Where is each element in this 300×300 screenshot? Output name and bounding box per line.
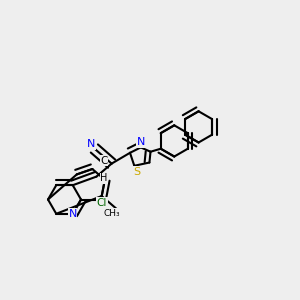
- Text: N: N: [87, 139, 95, 149]
- Text: N: N: [69, 209, 77, 219]
- Text: C: C: [100, 156, 108, 166]
- Text: H: H: [100, 173, 108, 183]
- Text: CH₃: CH₃: [103, 209, 120, 218]
- Text: Cl: Cl: [97, 197, 107, 208]
- Text: N: N: [136, 137, 145, 147]
- Text: S: S: [134, 167, 141, 177]
